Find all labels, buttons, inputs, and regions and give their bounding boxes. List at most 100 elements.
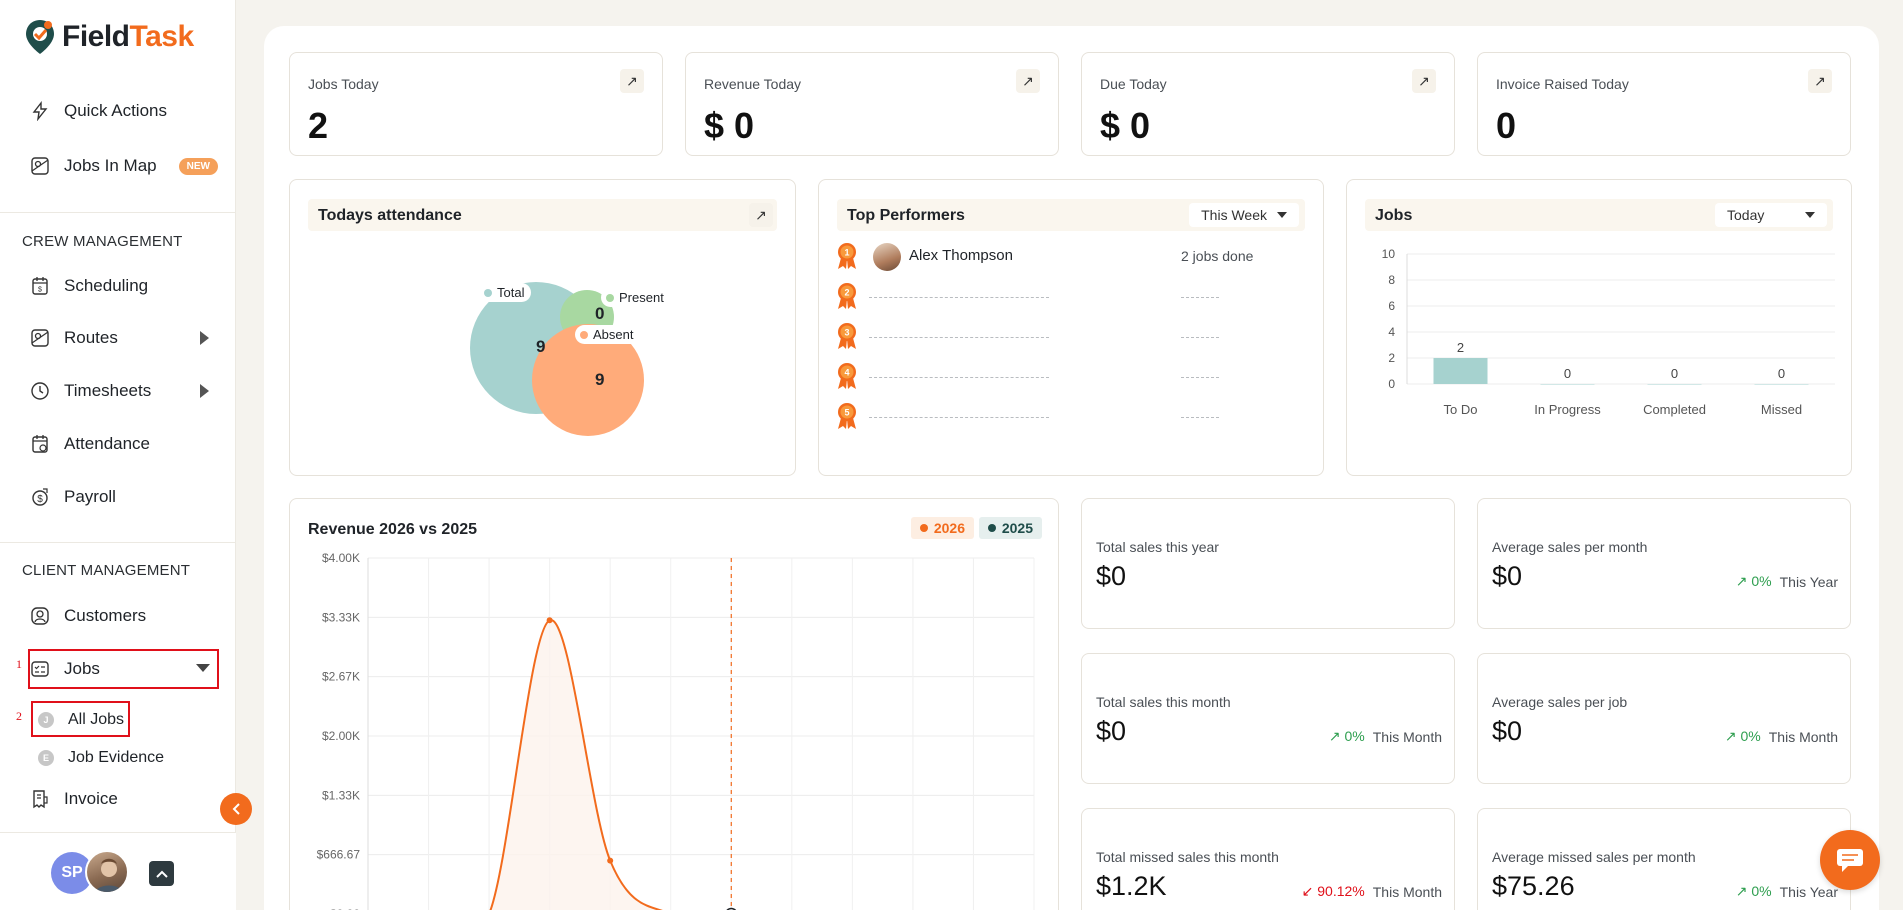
nav-scheduling[interactable]: $ Scheduling: [30, 268, 148, 304]
divider: [0, 212, 236, 213]
open-due-today-button[interactable]: ↗: [1412, 69, 1436, 93]
legend-label: 2026: [933, 520, 965, 536]
performer-row: 5: [835, 402, 1305, 432]
dashboard-main: Jobs Today 2 ↗ Revenue Today $ 0 ↗ Due T…: [264, 26, 1879, 910]
y-tick-label: $0.00: [330, 907, 360, 910]
nav-jobs-in-map[interactable]: Jobs In Map NEW: [30, 148, 218, 184]
present-dot-icon: [606, 293, 614, 302]
sales-label: Average sales per month: [1492, 539, 1648, 555]
y-tick-label: 8: [1388, 273, 1395, 287]
nav-invoice[interactable]: Invoice: [30, 781, 118, 817]
nav-label: Timesheets: [64, 381, 152, 400]
bar-value-label: 0: [1671, 366, 1678, 381]
routes-expand-arrow[interactable]: [200, 331, 209, 345]
chat-support-button[interactable]: [1820, 830, 1880, 890]
sales-change: ↗ 0% This Month: [1725, 728, 1838, 745]
stat-card-jobs-today: Jobs Today 2 ↗: [289, 52, 663, 156]
x-tick-label: To Do: [1444, 402, 1478, 417]
calendar-icon: [32, 435, 48, 453]
client-management-title: CLIENT MANAGEMENT: [22, 562, 191, 579]
absent-dot-icon: [580, 330, 588, 339]
sales-period: This Year: [1779, 883, 1838, 900]
arrow-up-right-icon: ↗: [626, 72, 638, 89]
jobs-collapse-caret-icon[interactable]: [196, 663, 210, 673]
nav-timesheets[interactable]: Timesheets: [30, 373, 151, 409]
sales-period: This Month: [1372, 728, 1442, 745]
sales-change: ↗ 0% This Year: [1736, 573, 1838, 590]
nav-attendance[interactable]: Attendance: [30, 426, 150, 462]
open-invoice-raised-button[interactable]: ↗: [1808, 69, 1832, 93]
open-revenue-today-button[interactable]: ↗: [1016, 69, 1040, 93]
arrow-up-right-icon: ↗: [1814, 72, 1826, 89]
bar-value-label: 2: [1457, 340, 1464, 355]
medal-icon: 3: [838, 323, 856, 349]
app-logo[interactable]: FieldTask: [24, 18, 194, 56]
user-photo-icon: [94, 858, 124, 892]
bar[interactable]: [1540, 384, 1595, 385]
nav-label: All Jobs: [68, 711, 125, 728]
lightning-icon: [32, 101, 48, 121]
empty-jobs-placeholder: [1181, 377, 1219, 378]
jobs-period-dropdown[interactable]: Today: [1715, 203, 1827, 227]
sales-label: Total sales this month: [1096, 694, 1231, 710]
legend-label: 2025: [1001, 520, 1033, 536]
attendance-card: Todays attendance ↗ Total Present Absent…: [289, 179, 796, 476]
nav-quick-actions[interactable]: Quick Actions: [30, 93, 167, 129]
stat-label: Jobs Today: [308, 76, 379, 92]
open-jobs-today-button[interactable]: ↗: [620, 69, 644, 93]
bar[interactable]: [1647, 384, 1702, 385]
invoice-icon: [33, 790, 48, 809]
sales-value: $0: [1492, 561, 1523, 591]
nav-all-jobs[interactable]: J All Jobs: [38, 711, 124, 729]
sales-value: $0: [1492, 716, 1523, 746]
stat-card-due-today: Due Today $ 0 ↗: [1081, 52, 1455, 156]
highlight-box-jobs: [28, 649, 219, 689]
divider: [0, 542, 236, 543]
sales-value: $75.26: [1492, 871, 1575, 901]
bar[interactable]: [1433, 358, 1488, 384]
nav-routes[interactable]: Routes: [30, 320, 118, 356]
medal-icon: 1: [838, 243, 856, 269]
top-performers-card: Top Performers This Week 1 Alex Thompson 2…: [818, 179, 1324, 476]
arrow-up-right-icon: ↗: [755, 206, 767, 223]
sidebar: FieldTask Quick Actions Jobs In Map NEW …: [0, 0, 236, 910]
data-point[interactable]: [607, 857, 614, 864]
data-point[interactable]: [546, 617, 553, 624]
timesheets-expand-arrow[interactable]: [200, 384, 209, 398]
chevron-down-icon: [1805, 212, 1815, 218]
y-tick-label: $1.33K: [322, 788, 360, 802]
arrow-up-right-icon: ↗: [1022, 72, 1034, 89]
avatar-photo[interactable]: [85, 850, 129, 894]
stat-value: $ 0: [704, 105, 755, 146]
trend-up-percent: ↗ 0%: [1735, 883, 1772, 899]
jobs-bar-chart: 0 2 4 6 8 10 2 To Do 0 In Progress 0 Completed 0 Miss…: [1382, 247, 1835, 417]
bar[interactable]: [1754, 384, 1809, 385]
open-attendance-button[interactable]: ↗: [749, 203, 773, 227]
top-performers-period-dropdown[interactable]: This Week: [1189, 203, 1299, 227]
expand-user-menu-button[interactable]: [149, 861, 174, 886]
nav-job-evidence[interactable]: E Job Evidence: [38, 749, 164, 767]
empty-name-placeholder: [869, 417, 1049, 418]
legend-2025[interactable]: 2025: [978, 517, 1042, 539]
stat-card-invoice-raised-today: Invoice Raised Today 0 ↗: [1477, 52, 1851, 156]
chevron-down-icon: [1277, 212, 1287, 218]
y-tick-label: $3.33K: [322, 610, 360, 624]
user-area: SP: [0, 832, 236, 910]
venn-total-label: Total: [479, 283, 532, 302]
nav-payroll[interactable]: $ Payroll: [30, 479, 116, 515]
venn-present-value: 0: [595, 304, 605, 323]
legend-2026[interactable]: 2026: [910, 517, 974, 539]
nav-customers[interactable]: Customers: [30, 598, 146, 634]
nav-jobs[interactable]: Jobs: [30, 651, 100, 687]
performer-row: 2: [835, 282, 1305, 312]
customers-icon: [31, 607, 49, 625]
sales-change: ↗ 0% This Year: [1736, 883, 1838, 900]
trend-up-percent: ↗ 0%: [1328, 728, 1365, 744]
arrow-up-right-icon: ↗: [1418, 72, 1430, 89]
sales-period: This Month: [1372, 883, 1442, 900]
y-tick-label: 2: [1388, 351, 1395, 365]
collapse-sidebar-button[interactable]: [220, 793, 252, 825]
x-tick-label: Missed: [1761, 402, 1802, 417]
performer-jobs: 2 jobs done: [1181, 248, 1254, 264]
medal-icon: 5: [838, 403, 856, 429]
